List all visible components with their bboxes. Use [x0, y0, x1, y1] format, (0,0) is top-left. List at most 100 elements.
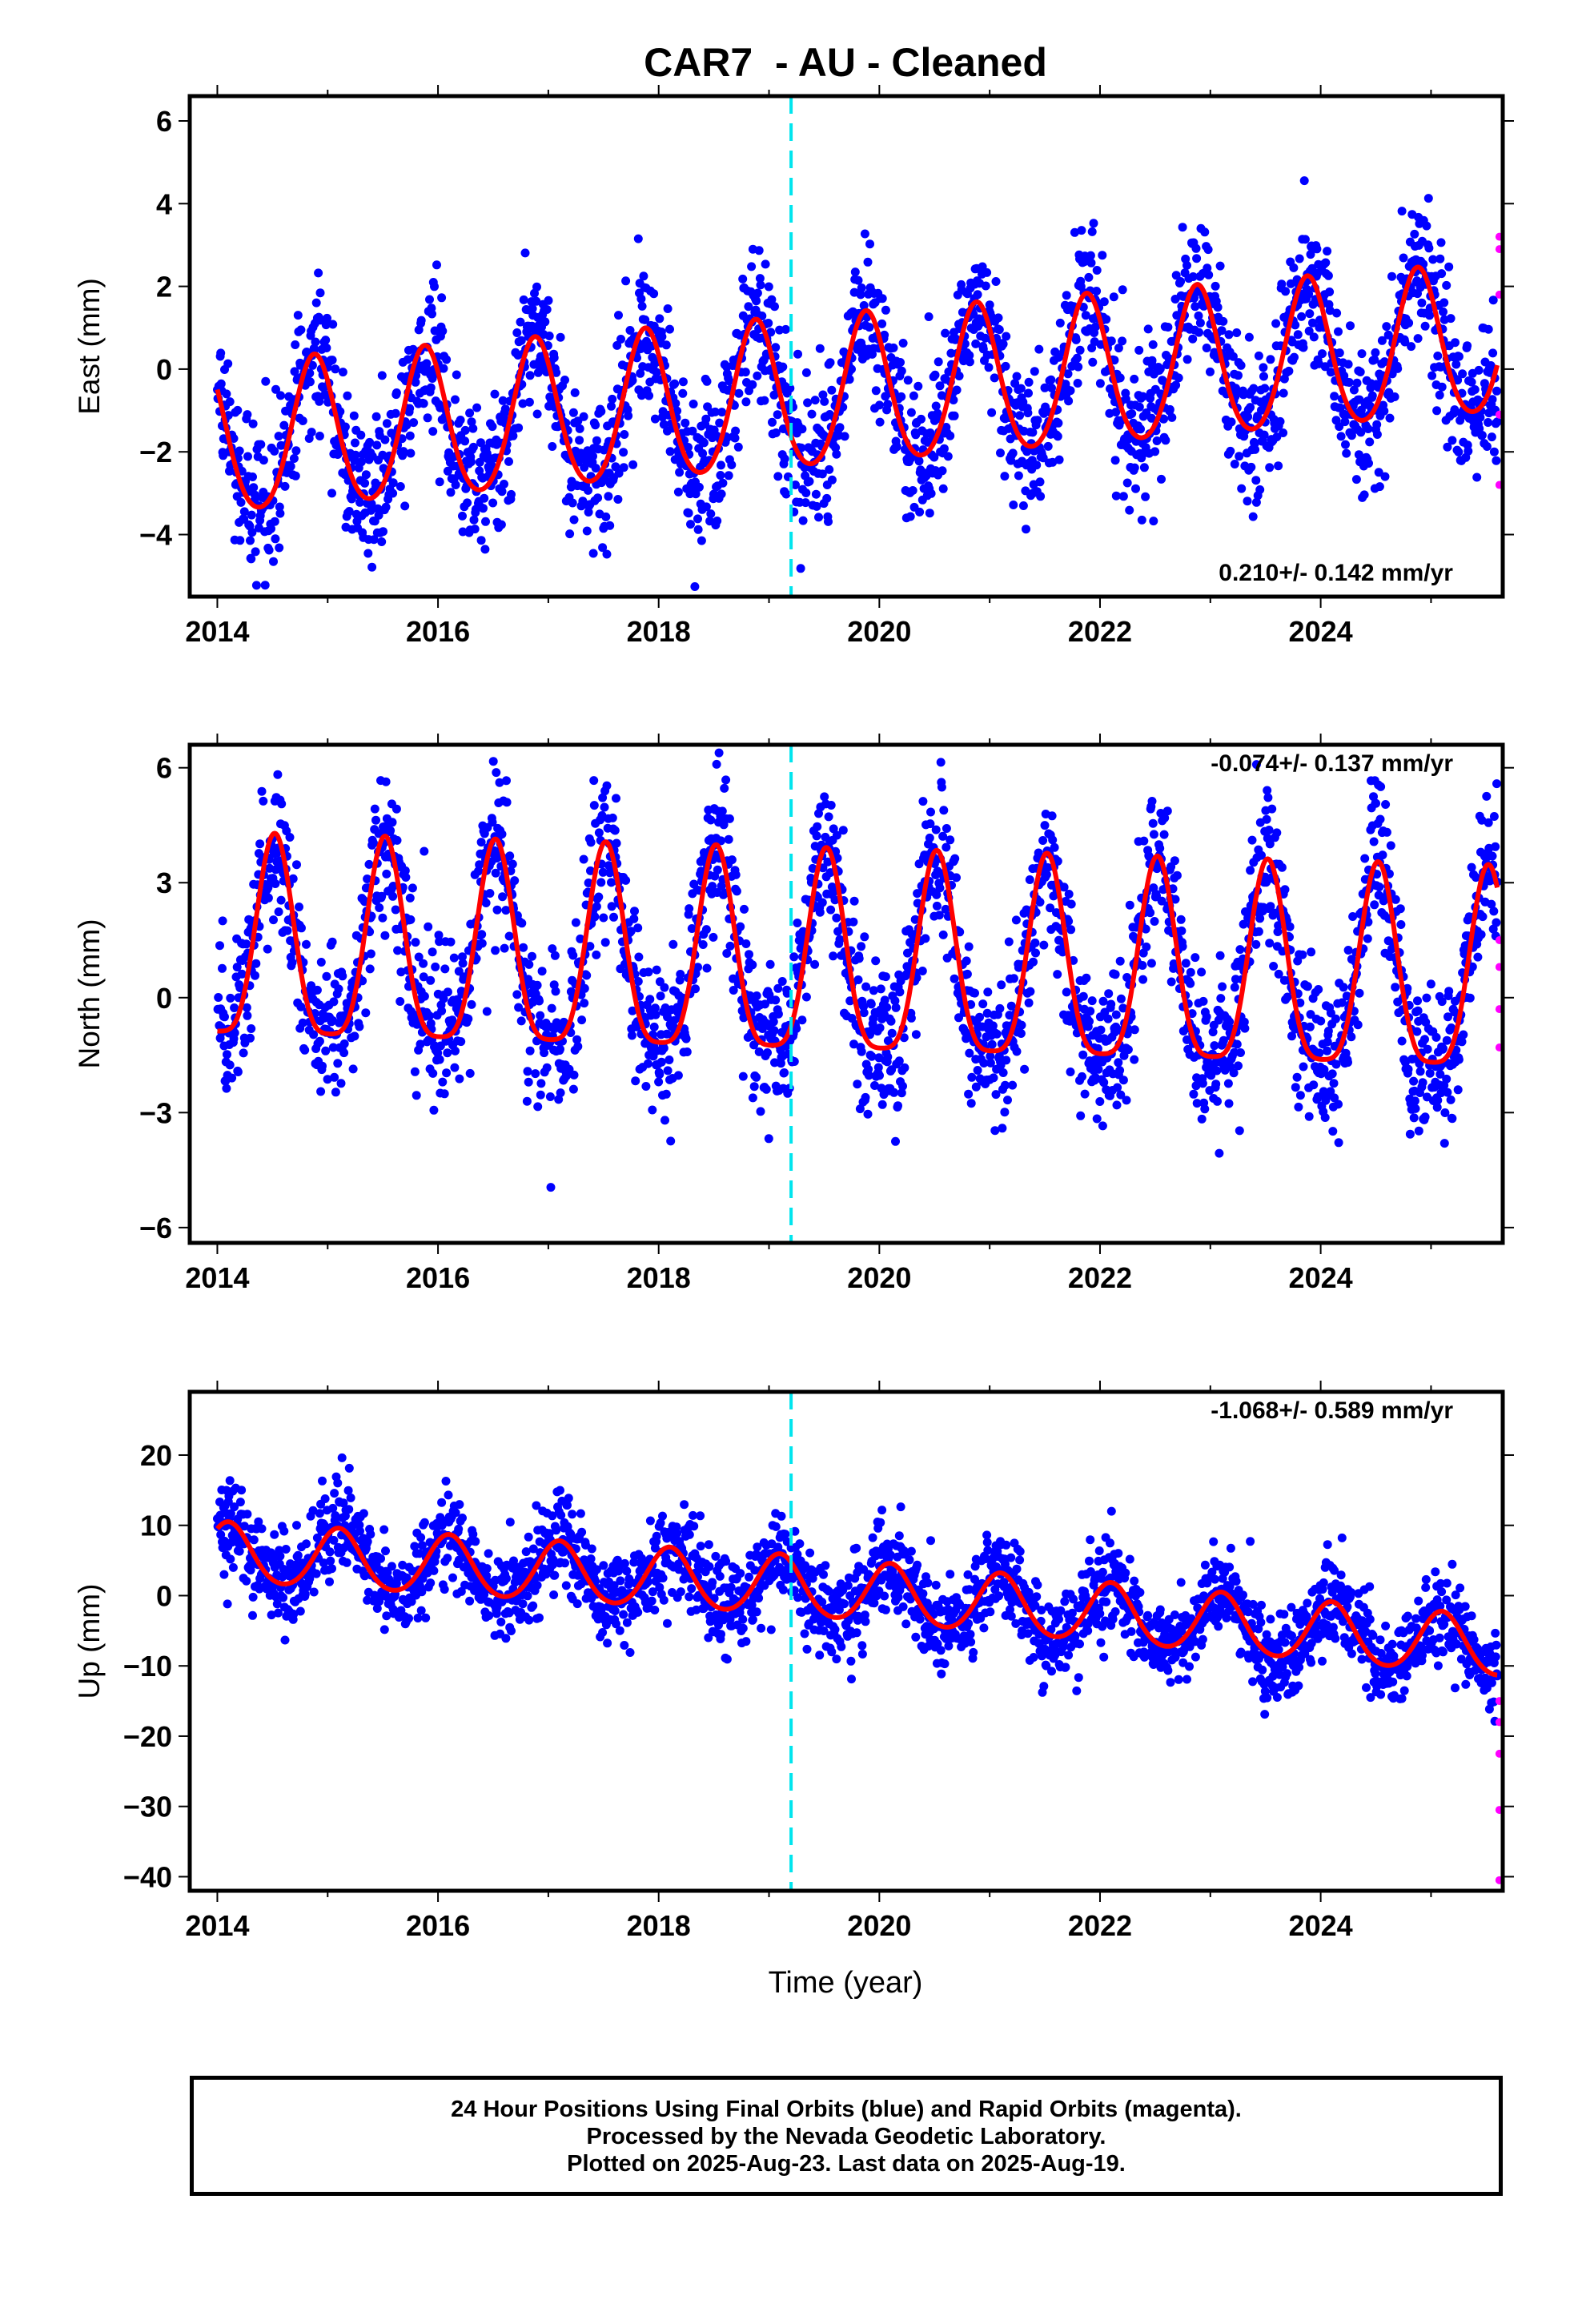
final-point: [856, 290, 865, 300]
final-point: [1102, 315, 1111, 324]
final-point: [508, 859, 517, 869]
final-point: [1024, 377, 1034, 387]
final-point: [409, 418, 419, 428]
final-point: [463, 498, 472, 508]
final-point: [371, 815, 380, 825]
final-point: [598, 543, 608, 553]
final-point: [1299, 176, 1309, 186]
final-point: [1149, 517, 1158, 526]
final-point: [891, 1003, 901, 1012]
final-point: [1412, 276, 1422, 286]
final-point: [985, 300, 994, 310]
final-point: [355, 1022, 364, 1031]
final-point: [1025, 875, 1034, 884]
final-point: [480, 493, 489, 503]
final-point: [443, 1048, 452, 1058]
final-point: [621, 276, 631, 286]
final-point: [1323, 271, 1333, 280]
final-point: [1475, 424, 1484, 433]
final-point: [875, 417, 885, 427]
final-point: [1467, 377, 1476, 387]
final-point: [1404, 318, 1414, 328]
final-point: [600, 938, 610, 947]
final-point: [1372, 430, 1382, 439]
final-point: [827, 475, 837, 485]
final-point: [309, 344, 319, 353]
final-point: [1040, 383, 1050, 392]
final-point: [242, 939, 251, 949]
final-point: [496, 520, 506, 529]
final-point: [1188, 334, 1198, 344]
final-point: [1066, 386, 1075, 396]
final-point: [291, 446, 301, 456]
final-point: [532, 282, 541, 292]
final-point: [1195, 328, 1204, 337]
final-point: [1330, 392, 1339, 401]
final-point: [1062, 291, 1071, 300]
final-point: [577, 1015, 587, 1025]
final-point: [895, 987, 905, 997]
final-point: [472, 403, 482, 412]
final-point: [859, 1008, 869, 1018]
final-point: [373, 504, 383, 513]
final-point: [330, 1072, 339, 1082]
final-point: [756, 1107, 765, 1116]
final-point: [965, 357, 974, 367]
final-point: [1478, 912, 1488, 922]
final-point: [1292, 1072, 1302, 1082]
final-point: [933, 408, 942, 418]
final-point: [500, 943, 509, 953]
final-point: [315, 1036, 324, 1046]
final-point: [442, 355, 452, 364]
final-point: [435, 477, 444, 487]
final-point: [994, 325, 1004, 335]
final-point: [694, 482, 704, 492]
final-point: [402, 420, 412, 430]
final-point: [1103, 1014, 1113, 1023]
final-point: [271, 534, 280, 544]
final-point: [275, 509, 285, 518]
final-point: [673, 487, 683, 497]
final-point: [500, 480, 508, 489]
final-point: [1299, 343, 1308, 352]
final-point: [861, 1092, 870, 1102]
final-point: [640, 315, 650, 324]
final-point: [1159, 830, 1169, 839]
final-point: [1203, 263, 1212, 273]
final-point: [701, 414, 711, 424]
final-point: [322, 971, 331, 981]
final-point: [832, 449, 841, 459]
final-point: [1002, 332, 1011, 341]
final-point: [225, 1060, 235, 1070]
final-point: [302, 939, 311, 949]
final-point: [781, 489, 791, 499]
final-point: [741, 368, 750, 377]
final-point: [524, 959, 534, 969]
final-point: [279, 420, 289, 430]
final-point: [801, 368, 811, 377]
final-point: [1308, 318, 1317, 328]
final-point: [965, 351, 974, 360]
final-point: [871, 956, 881, 966]
final-point: [931, 825, 941, 834]
final-point: [437, 293, 447, 303]
final-point: [1427, 371, 1437, 380]
final-point: [657, 332, 667, 341]
final-point: [1343, 946, 1353, 955]
final-point: [1295, 254, 1304, 263]
final-point: [875, 400, 884, 410]
final-point: [1336, 432, 1346, 441]
final-point: [579, 412, 588, 421]
final-point: [1351, 475, 1361, 485]
final-point: [1072, 353, 1082, 363]
final-point: [419, 959, 428, 968]
final-point: [824, 812, 833, 822]
final-point: [931, 401, 941, 411]
final-point: [601, 512, 611, 521]
final-point: [702, 963, 712, 973]
final-point: [1127, 409, 1137, 418]
final-point: [1491, 842, 1500, 851]
final-point: [451, 395, 460, 404]
final-point: [1403, 1064, 1413, 1074]
final-point: [259, 796, 268, 806]
